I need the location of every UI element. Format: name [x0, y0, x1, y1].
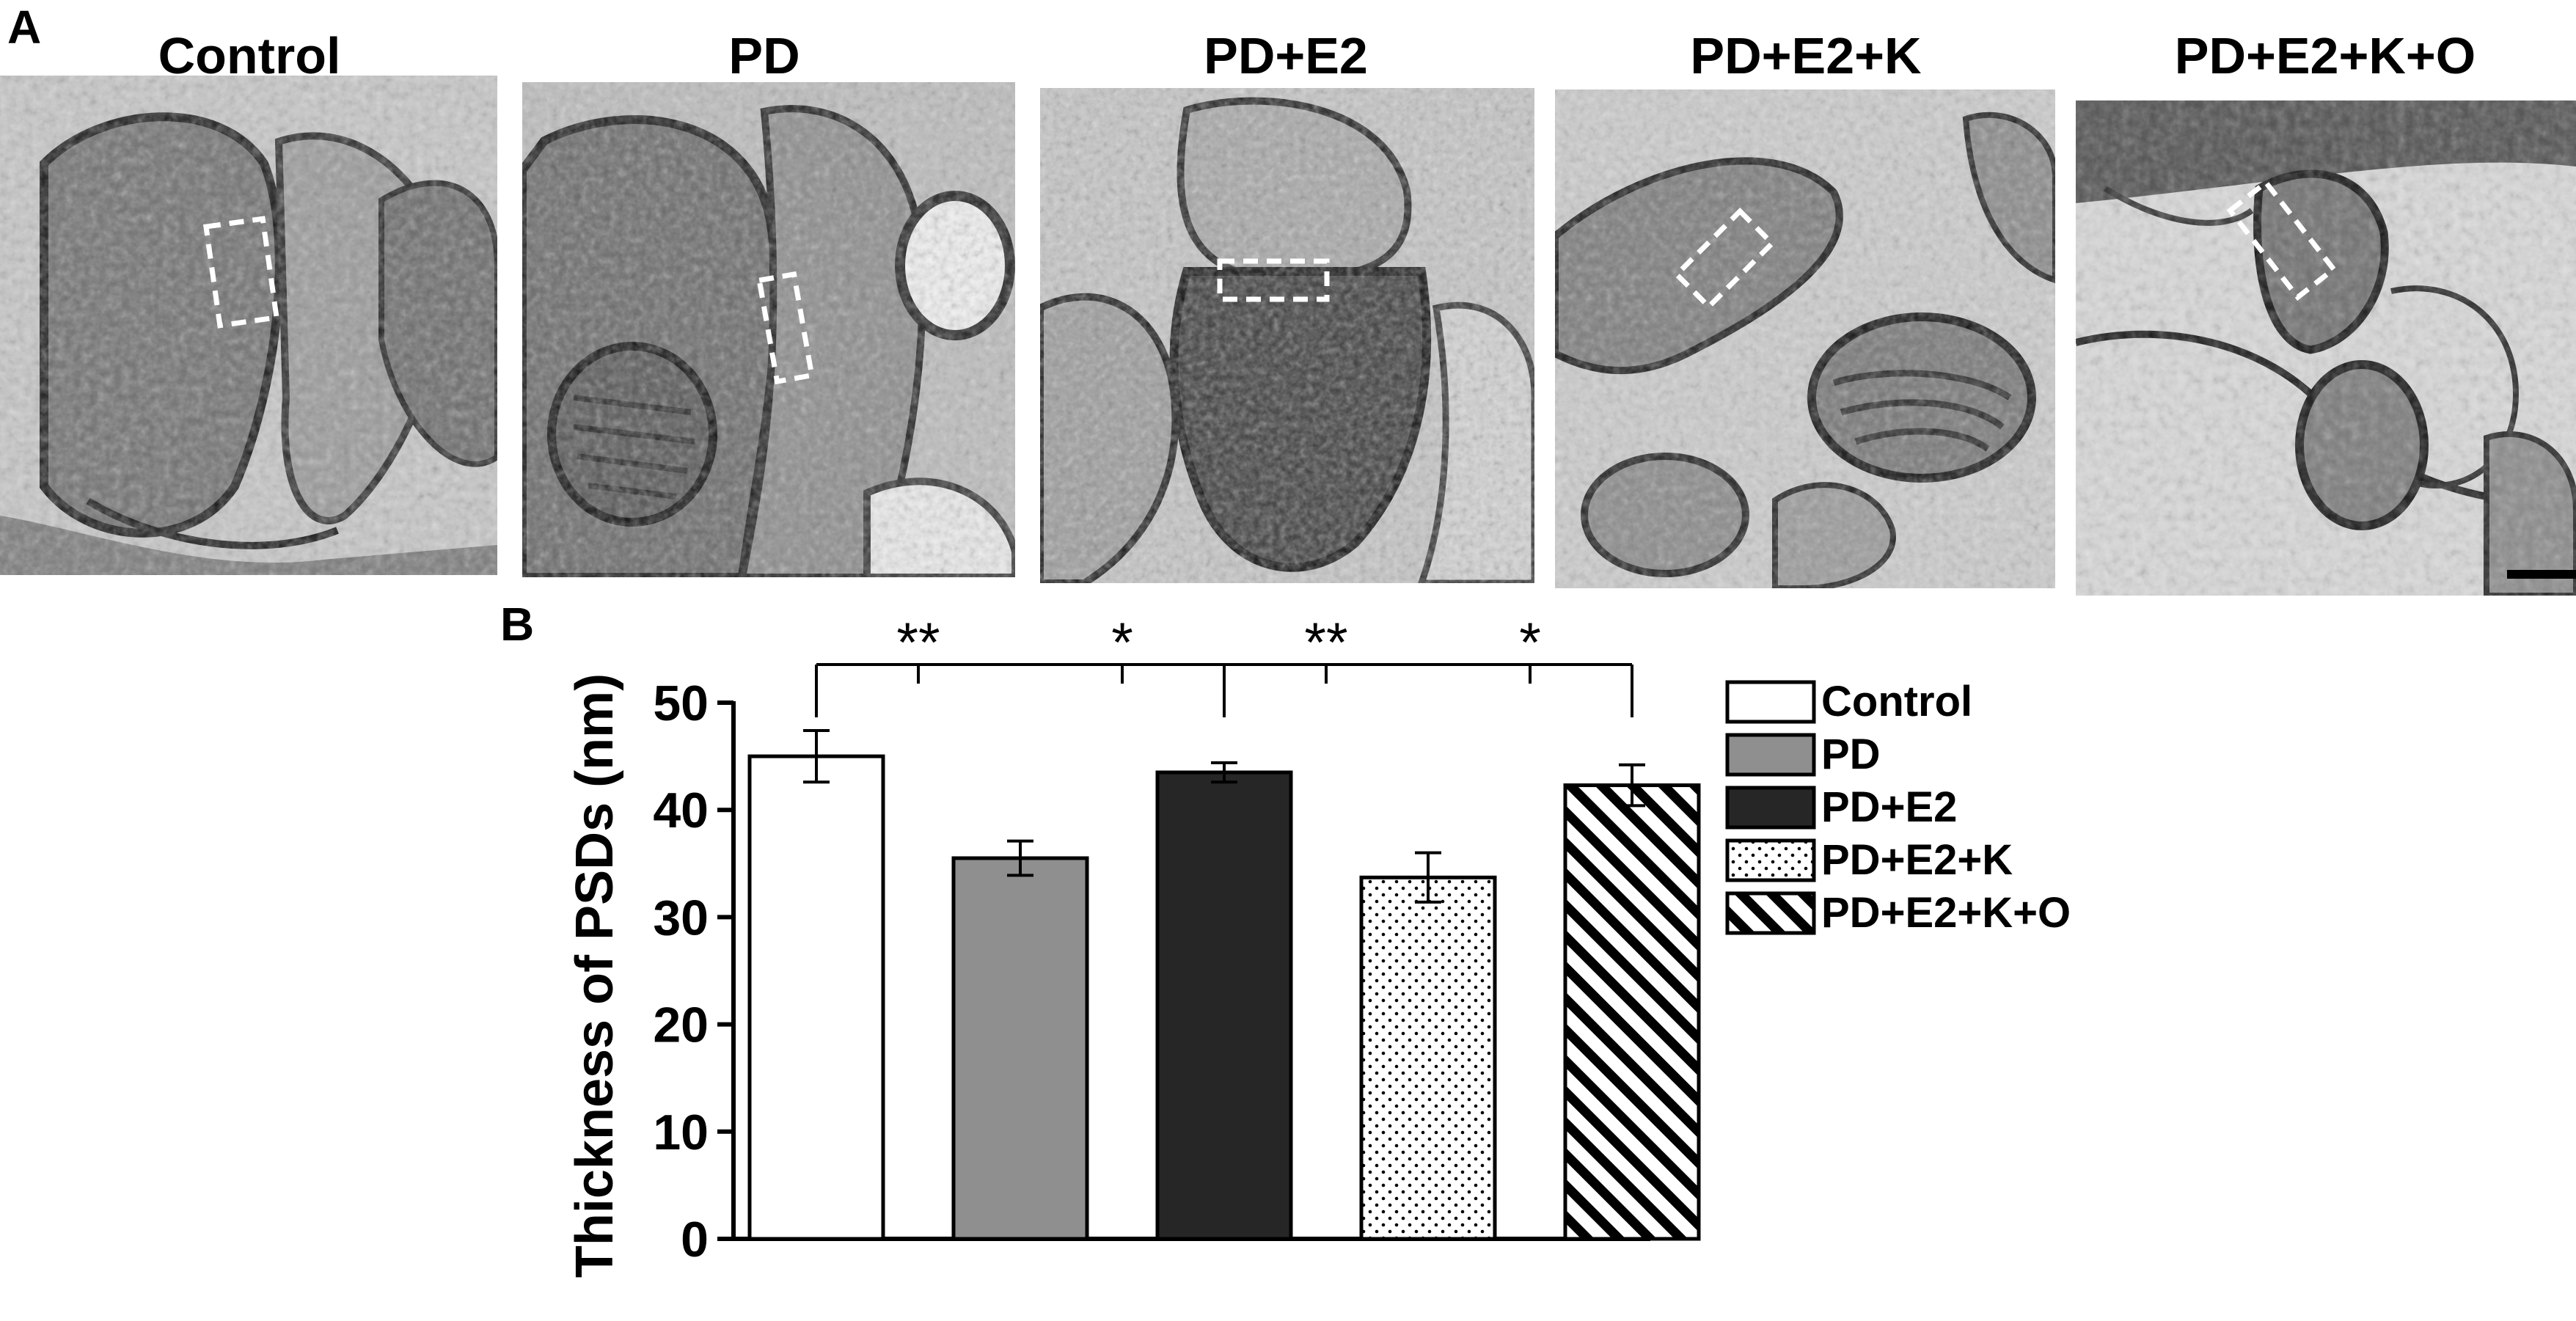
y-tick-label-40: 40 [653, 783, 709, 838]
micrograph-pd-e2-k-o [2076, 100, 2576, 596]
panel-label-b: B [500, 598, 535, 651]
scale-bar [2507, 570, 2576, 579]
micrograph-title-pd: PD [728, 27, 800, 84]
sig-label-1: * [1111, 612, 1133, 674]
micrograph-pd [522, 82, 1015, 577]
sig-label-2: ** [1304, 612, 1347, 674]
bar-pd-e2-k [1359, 875, 1497, 1241]
legend-label-pd-e2-k-o: PD+E2+K+O [1821, 889, 2071, 937]
y-tick-label-30: 30 [653, 890, 709, 945]
sig-label-3: * [1519, 612, 1541, 674]
legend-swatch-pd-e2-k-o [1725, 891, 1816, 935]
legend-swatch-pd-e2 [1725, 786, 1816, 830]
y-tick-label-10: 10 [653, 1105, 709, 1160]
micrograph-pd-e2 [1040, 88, 1534, 583]
bar-control [747, 754, 885, 1241]
legend-label-pd-e2: PD+E2 [1821, 783, 1957, 831]
y-axis-title: Thickness of PSDs (nm) [566, 673, 624, 1278]
legend-label-pd-e2-k: PD+E2+K [1821, 836, 2013, 884]
y-tick-label-20: 20 [653, 998, 709, 1053]
bar-pd-e2 [1155, 770, 1293, 1241]
legend-swatch-pd-e2-k [1725, 838, 1816, 882]
y-tick-label-50: 50 [653, 676, 709, 731]
micrograph-title-pd-e2: PD+E2 [1204, 27, 1368, 84]
micrograph-control [0, 76, 497, 575]
micrograph-title-pd-e2-k: PD+E2+K [1690, 27, 1922, 84]
legend-swatch-control [1725, 680, 1816, 724]
micrograph-pd-e2-k [1555, 89, 2055, 588]
micrograph-title-pd-e2-k-o: PD+E2+K+O [2174, 27, 2476, 84]
y-tick-label-0: 0 [681, 1212, 709, 1267]
legend-swatch-pd [1725, 733, 1816, 777]
panel-label-a: A [7, 1, 42, 54]
legend-label-pd: PD [1821, 731, 1881, 778]
micrograph-title-control: Control [158, 27, 341, 84]
legend-label-control: Control [1821, 678, 1972, 725]
sig-label-0: ** [896, 612, 940, 674]
bar-pd-e2-k-o [1563, 783, 1701, 1241]
bar-pd [951, 856, 1089, 1241]
